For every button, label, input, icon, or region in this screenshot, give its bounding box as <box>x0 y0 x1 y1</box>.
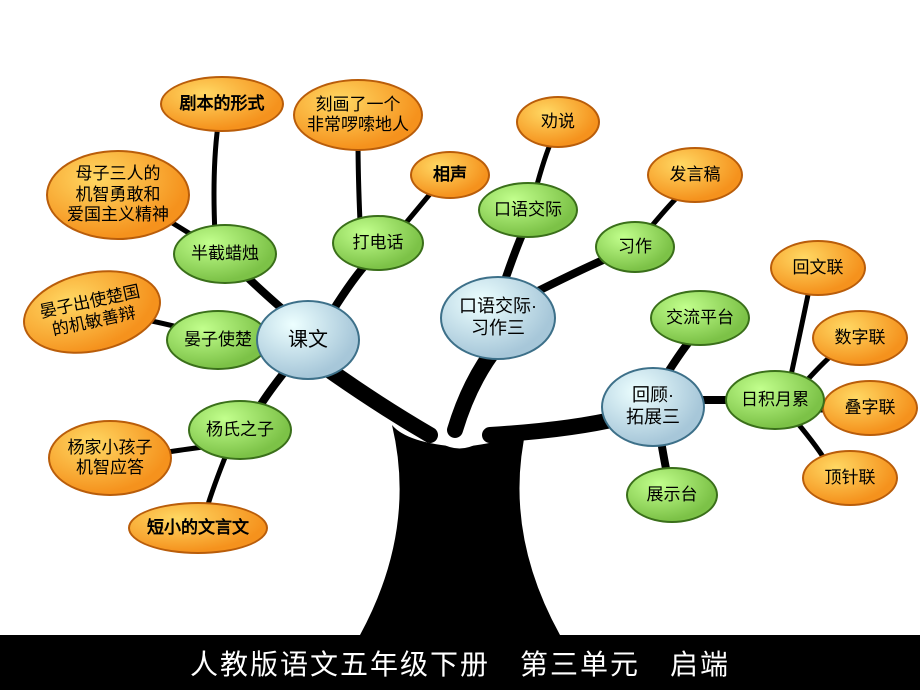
node-shuzilian: 数字联 <box>812 310 908 366</box>
node-quanshuo: 劝说 <box>516 96 600 148</box>
node-banjielazhu: 半截蜡烛 <box>173 224 277 284</box>
node-zhanshitai: 展示台 <box>626 467 718 523</box>
node-yangjiaxiaohaizi: 杨家小孩子机智应答 <box>48 420 172 496</box>
node-diezilian: 叠字联 <box>822 380 918 436</box>
node-huigu: 回顾·拓展三 <box>601 367 705 447</box>
node-kehualeyige: 刻画了一个非常啰嗦地人 <box>293 79 423 151</box>
node-xizuo: 习作 <box>595 221 675 273</box>
node-muzisanren: 母子三人的机智勇敢和爱国主义精神 <box>46 150 190 240</box>
node-rijiyu: 日积月累 <box>725 370 825 430</box>
node-kouyujiaoji: 口语交际 <box>478 182 578 238</box>
footer-text: 人教版语文五年级下册 第三单元 启端 <box>190 643 730 683</box>
node-duanxiaowenyanwen: 短小的文言文 <box>128 502 268 554</box>
node-yanzishichu: 晏子使楚 <box>166 310 270 370</box>
node-fayangao: 发言稿 <box>647 147 743 203</box>
node-dingzhenlian: 顶针联 <box>802 450 898 506</box>
node-xiangsheng: 相声 <box>410 151 490 199</box>
node-jubendexingshi: 剧本的形式 <box>160 76 284 132</box>
node-kouyu: 口语交际·习作三 <box>440 276 556 360</box>
node-yangshizhizi: 杨氏之子 <box>188 400 292 460</box>
node-dadianhua: 打电话 <box>332 215 424 271</box>
node-jiaoliupingtai: 交流平台 <box>650 290 750 346</box>
node-kewen: 课文 <box>256 300 360 380</box>
trunk-label: 第三单元 <box>448 455 492 575</box>
node-huiwenlian: 回文联 <box>770 240 866 296</box>
footer-bar: 人教版语文五年级下册 第三单元 启端 <box>0 635 920 690</box>
